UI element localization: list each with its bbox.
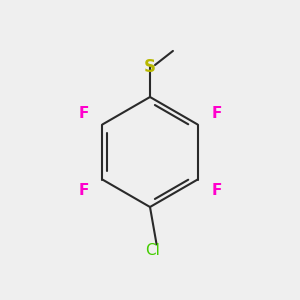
Text: F: F (212, 183, 222, 198)
Text: S: S (144, 58, 156, 76)
Text: F: F (78, 183, 88, 198)
Text: F: F (212, 106, 222, 121)
Text: Cl: Cl (145, 243, 160, 258)
Text: F: F (78, 106, 88, 121)
